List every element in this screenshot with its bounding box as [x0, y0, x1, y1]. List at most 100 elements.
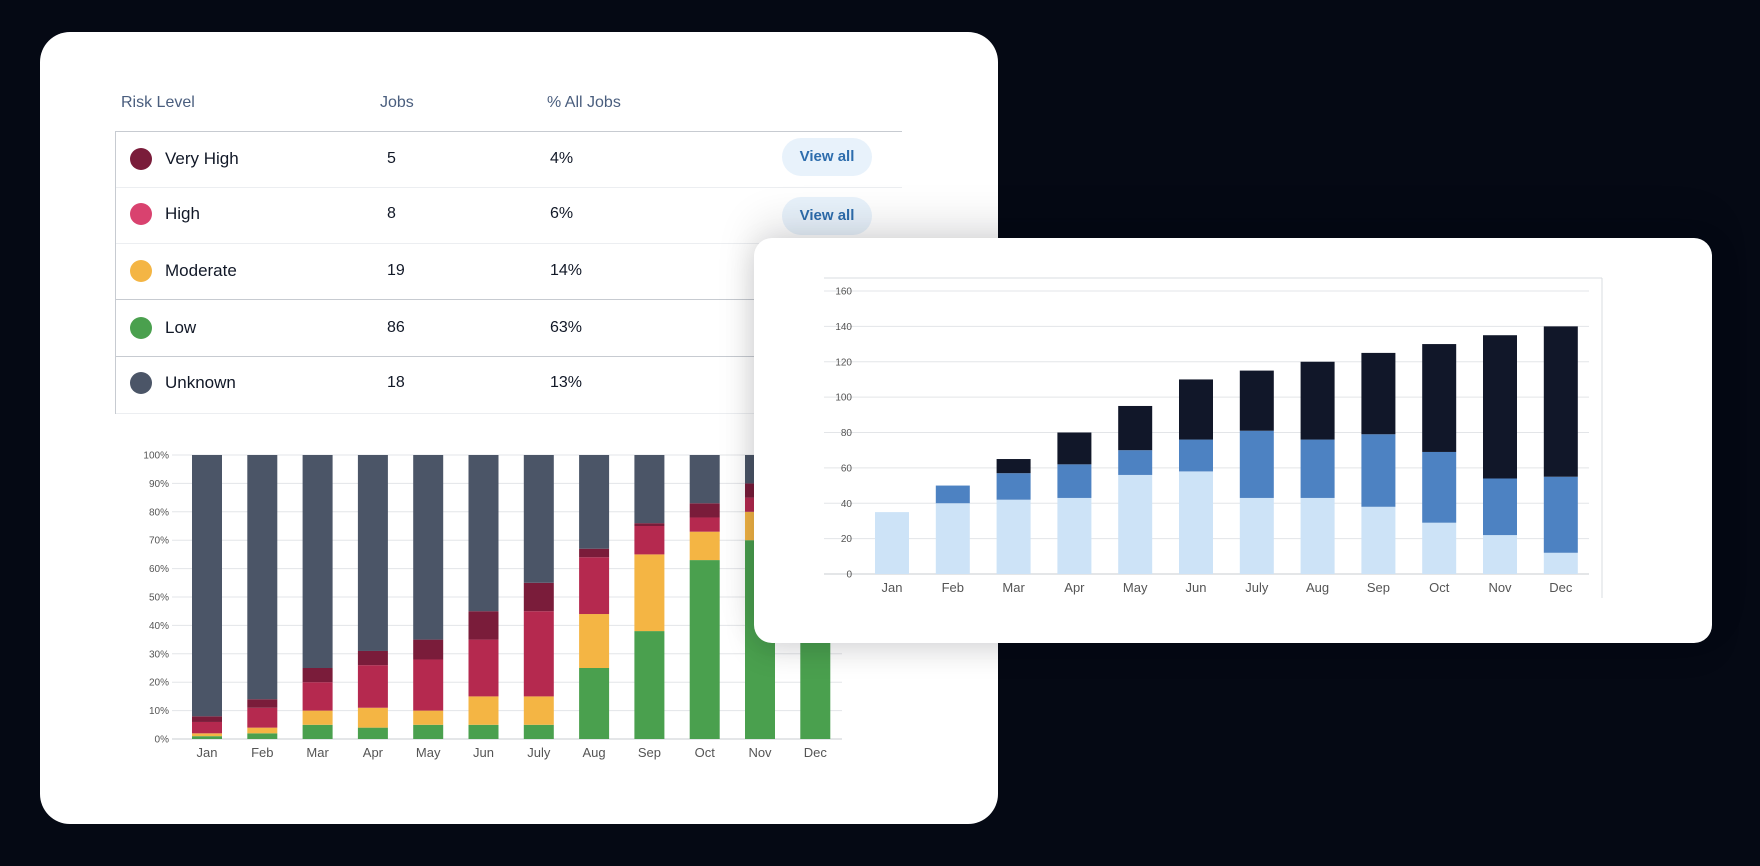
- header-risk-level: Risk Level: [121, 94, 195, 111]
- x-tick-label: Mar: [1002, 580, 1025, 595]
- x-tick-label: July: [527, 745, 551, 760]
- y-tick-label: 70%: [149, 536, 169, 547]
- header-pct-all-jobs: % All Jobs: [547, 94, 621, 111]
- bar-segment: [996, 473, 1031, 500]
- bar-segment: [996, 499, 1031, 574]
- y-tick-label: 10%: [149, 706, 169, 717]
- table-row: High 8 6% View all: [116, 188, 902, 243]
- jobs-count: 86: [387, 319, 405, 336]
- bar-segment: [247, 727, 278, 734]
- jobs-percent: 6%: [550, 205, 574, 222]
- bar-segment: [1057, 497, 1092, 574]
- bar-segment: [357, 665, 388, 708]
- y-tick-label: 80: [841, 428, 853, 439]
- header-jobs: Jobs: [380, 94, 414, 111]
- x-tick-label: May: [416, 745, 441, 760]
- bar-segment: [247, 699, 278, 708]
- bar-segment: [413, 724, 444, 739]
- bar-segment: [1543, 476, 1578, 553]
- x-tick-label: Feb: [251, 745, 273, 760]
- bar-segment: [579, 455, 610, 549]
- bar-segment: [1118, 450, 1153, 475]
- bar-segment: [1422, 344, 1457, 452]
- jobs-percent: 4%: [550, 150, 574, 167]
- bar-segment: [523, 724, 554, 739]
- bar-segment: [413, 659, 444, 711]
- risk-dot-high: [130, 203, 152, 225]
- y-tick-label: 160: [835, 287, 852, 298]
- bar-segment: [357, 727, 388, 739]
- bar-segment: [1118, 405, 1153, 451]
- bar-segment: [1422, 522, 1457, 574]
- bar-segment: [413, 455, 444, 640]
- table-row: Unknown 18 13%: [116, 357, 902, 413]
- bar-segment: [1057, 464, 1092, 498]
- x-tick-label: Jun: [473, 745, 494, 760]
- x-tick-label: Sep: [1367, 580, 1390, 595]
- y-tick-label: 0: [846, 570, 852, 581]
- bar-segment: [302, 724, 333, 739]
- x-tick-label: July: [1245, 580, 1269, 595]
- x-tick-label: Oct: [1429, 580, 1450, 595]
- bar-segment: [1361, 434, 1396, 507]
- jobs-count: 18: [387, 374, 405, 391]
- y-tick-label: 50%: [149, 593, 169, 604]
- bar-segment: [634, 455, 665, 524]
- table-row: Very High 5 4% View all: [116, 132, 902, 187]
- y-tick-label: 20%: [149, 678, 169, 689]
- y-tick-label: 20: [841, 534, 853, 545]
- x-tick-label: Apr: [363, 745, 384, 760]
- y-tick-label: 100%: [143, 451, 169, 462]
- bar-segment: [192, 733, 222, 737]
- x-tick-label: Nov: [748, 745, 772, 760]
- y-tick-label: 90%: [149, 479, 169, 490]
- x-tick-label: Mar: [306, 745, 329, 760]
- bar-segment: [192, 721, 222, 734]
- bar-segment: [468, 611, 499, 640]
- view-all-very-high-button[interactable]: View all: [782, 138, 872, 176]
- risk-table: Very High 5 4% View all High 8 6% View a…: [115, 131, 902, 414]
- table-row: Low 86 63%: [116, 300, 902, 356]
- jobs-percent: 13%: [550, 374, 583, 391]
- x-tick-label: Dec: [1549, 580, 1573, 595]
- jobs-volume-card: 0 20 40 60 80 100 120 140 160 Jan Feb Mar Apr May Jun J…: [754, 238, 1712, 643]
- bar-segment: [935, 485, 970, 504]
- bar-segment: [468, 696, 499, 725]
- bar-segment: [1300, 439, 1335, 498]
- bar-segment: [523, 582, 554, 612]
- y-tick-label: 140: [835, 322, 852, 333]
- y-tick-label: 0%: [155, 735, 170, 746]
- bar-segment: [1300, 361, 1335, 440]
- bar-segment: [1483, 478, 1517, 536]
- bar-segment: [1483, 335, 1517, 479]
- bar-segment: [689, 531, 720, 561]
- bar-segment: [1483, 535, 1517, 574]
- row-divider: [116, 299, 902, 300]
- bar-segment: [1179, 379, 1213, 440]
- bar-segment: [1239, 430, 1274, 498]
- x-tick-label: May: [1123, 580, 1148, 595]
- jobs-percent: 14%: [550, 262, 583, 279]
- x-tick-label: Nov: [1488, 580, 1512, 595]
- bar-segment: [1543, 552, 1578, 574]
- bar-segment: [1543, 326, 1578, 477]
- bar-segment: [689, 455, 720, 504]
- bar-segment: [875, 512, 909, 574]
- bar-segment: [634, 523, 665, 526]
- bar-segment: [1361, 506, 1396, 574]
- bar-segment: [192, 736, 222, 739]
- jobs-stacked-bar-chart: 0 20 40 60 80 100 120 140 160 Jan Feb Mar Apr May Jun J…: [824, 277, 1603, 598]
- jobs-percent: 63%: [550, 319, 583, 336]
- bar-segment: [468, 639, 499, 697]
- y-tick-label: 40%: [149, 621, 169, 632]
- bar-segment: [1361, 352, 1396, 435]
- row-divider: [116, 413, 902, 414]
- bar-segment: [996, 459, 1031, 474]
- view-all-high-button[interactable]: View all: [782, 197, 872, 235]
- bar-segment: [247, 707, 278, 728]
- jobs-count: 19: [387, 262, 405, 279]
- table-row: Moderate 19 14%: [116, 244, 902, 299]
- row-divider: [116, 187, 902, 188]
- bar-segment: [247, 455, 278, 700]
- y-tick-label: 40: [841, 499, 853, 510]
